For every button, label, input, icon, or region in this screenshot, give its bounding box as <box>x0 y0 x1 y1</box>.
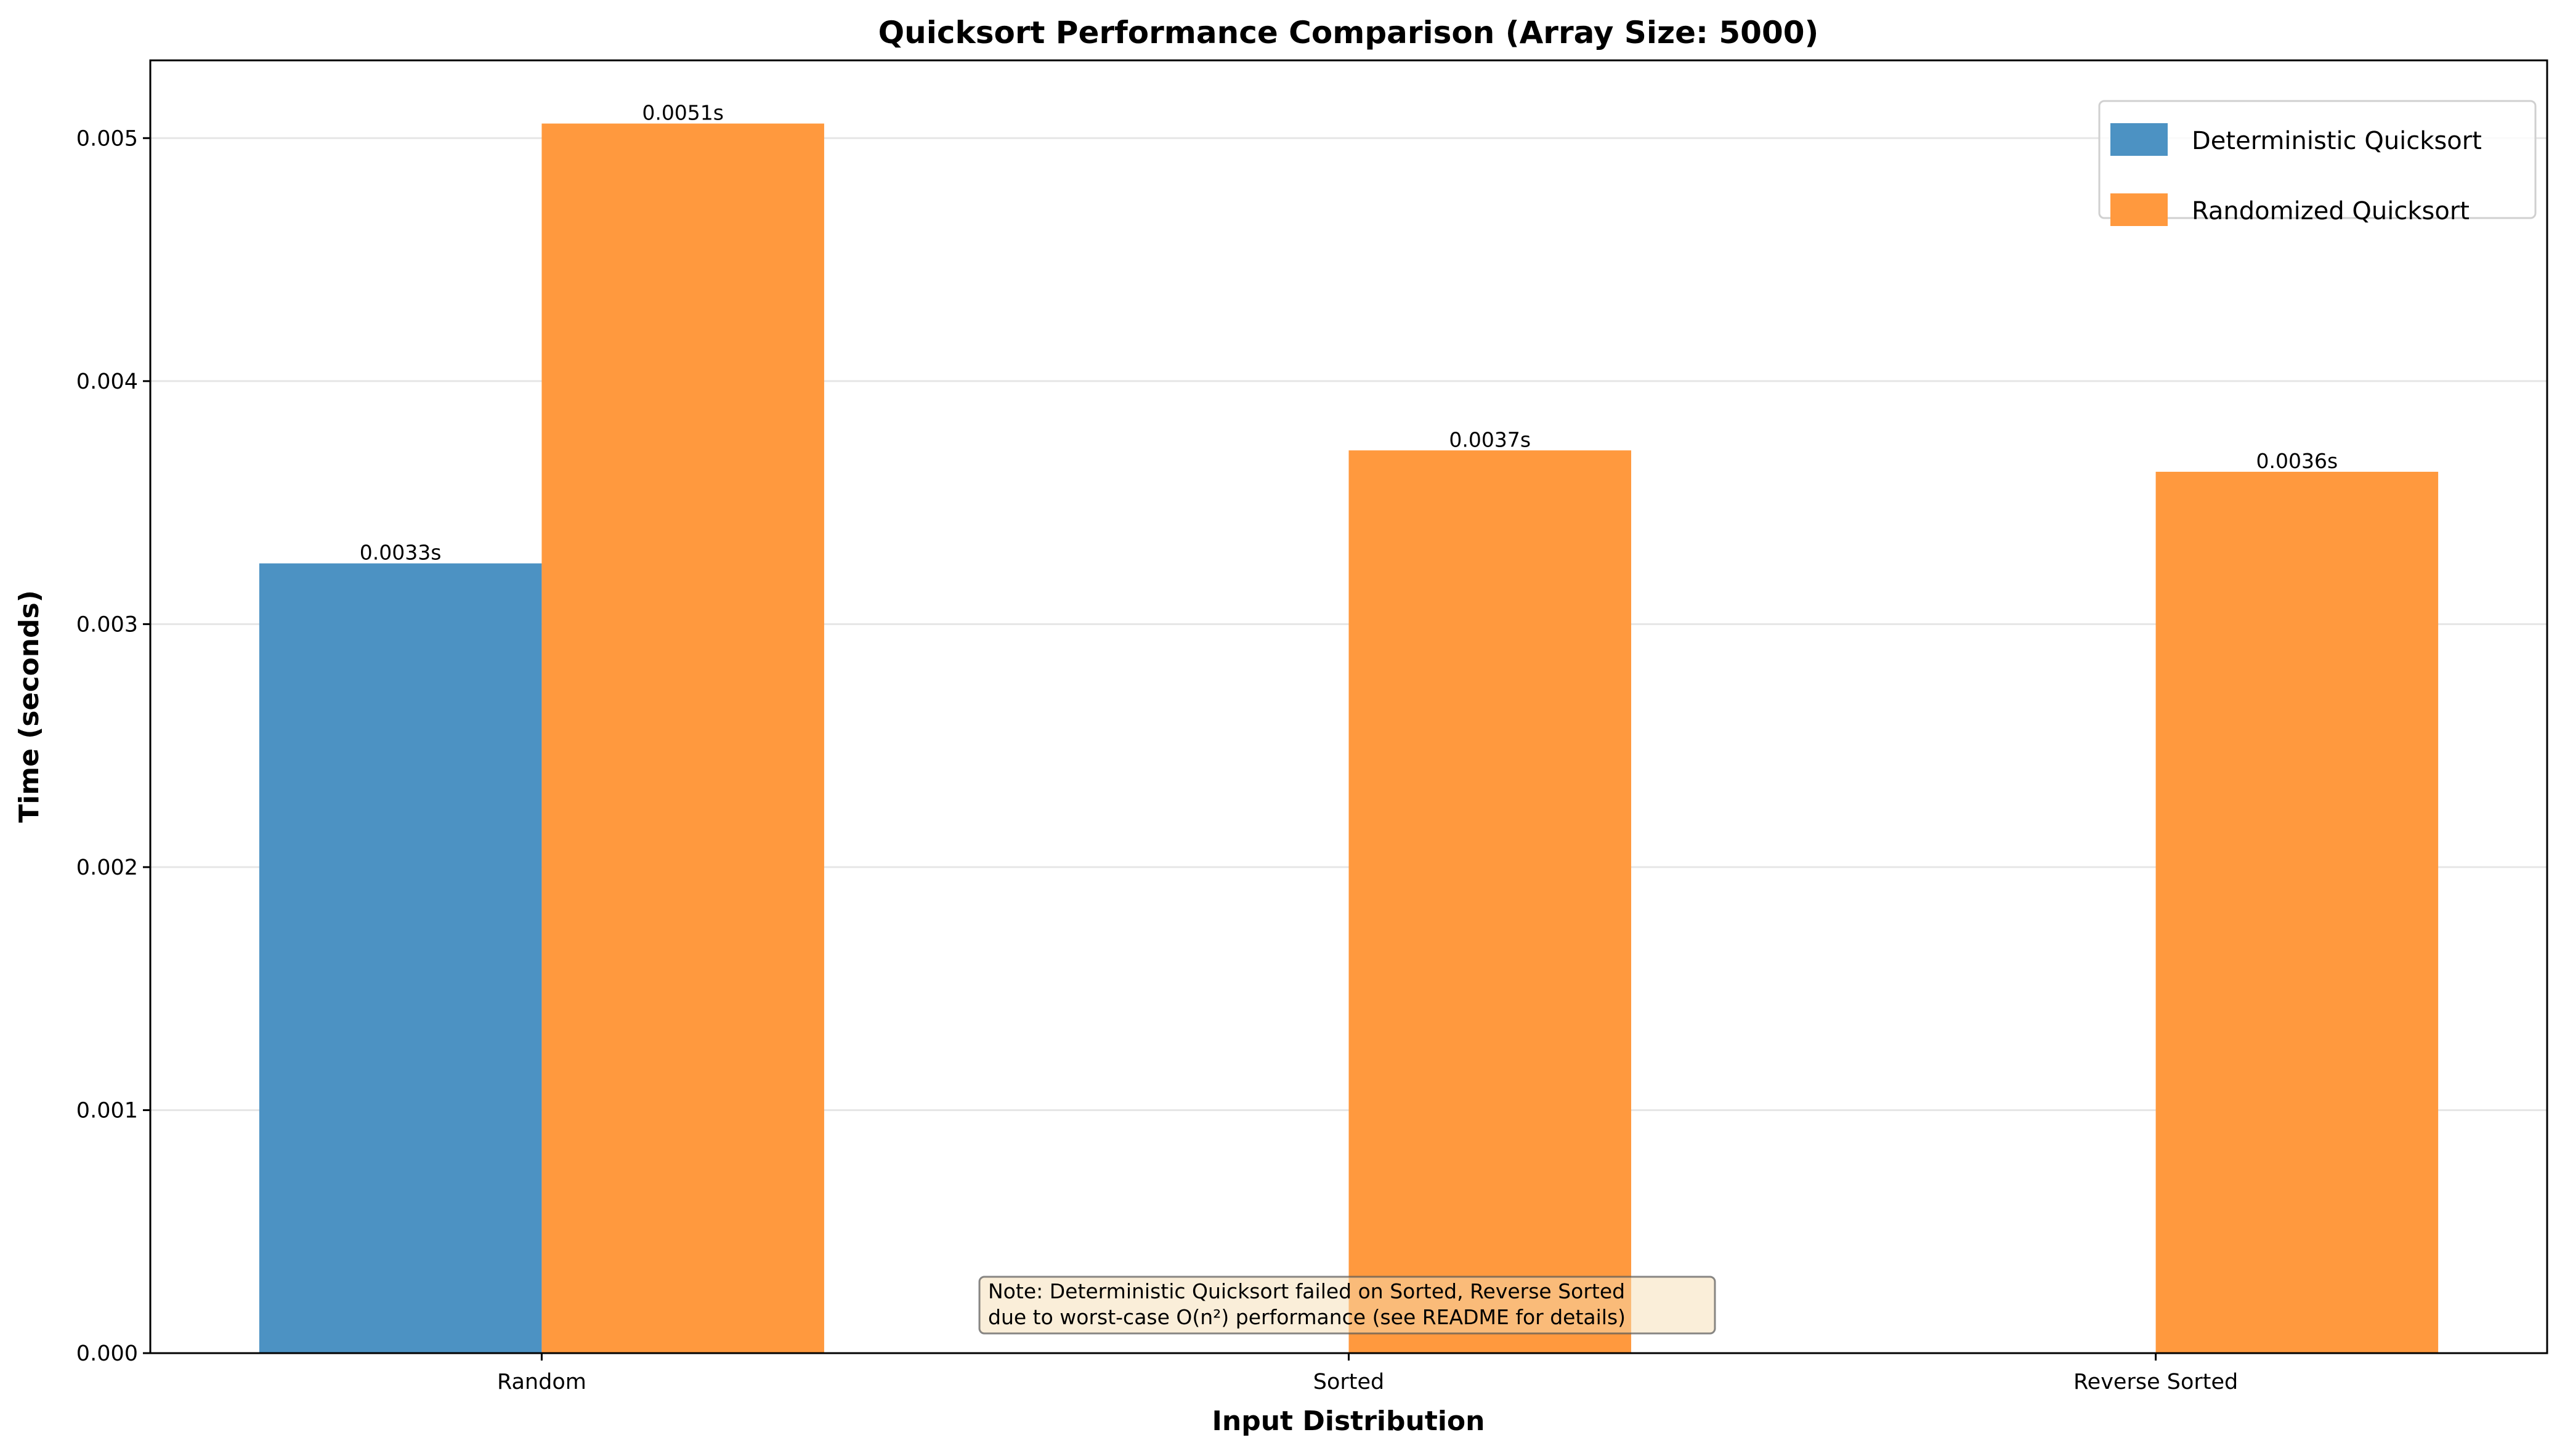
x-tick-label: Reverse Sorted <box>2073 1370 2238 1394</box>
y-tick-label: 0.001 <box>76 1098 138 1123</box>
bar-value-label: 0.0051s <box>642 101 724 125</box>
annotation-box: Note: Deterministic Quicksort failed on … <box>978 1276 1716 1335</box>
y-tick-label: 0.003 <box>76 612 138 637</box>
legend-swatch-randomized <box>2110 193 2168 226</box>
bar-randomized-quicksort <box>2155 471 2439 1354</box>
legend-swatch-deterministic <box>2110 123 2168 156</box>
legend: Deterministic Quicksort Randomized Quick… <box>2098 100 2537 226</box>
legend-label-deterministic: Deterministic Quicksort <box>2192 127 2482 155</box>
bar-deterministic-quicksort <box>259 563 542 1353</box>
bar-value-label: 0.0033s <box>360 541 442 565</box>
y-axis: 0.000 0.001 0.002 0.003 0.004 0.005 <box>76 126 150 1366</box>
bar-randomized-quicksort <box>541 123 824 1353</box>
y-tick-label: 0.004 <box>76 370 138 394</box>
x-tick-label: Random <box>497 1370 586 1394</box>
x-axis-label: Input Distribution <box>1212 1405 1485 1437</box>
y-tick-label: 0.000 <box>76 1341 138 1366</box>
y-tick-label: 0.005 <box>76 126 138 151</box>
y-axis-label: Time (seconds) <box>14 590 45 823</box>
bar-randomized-quicksort <box>1348 450 1632 1353</box>
annotation-line-2: due to worst-case O(n²) performance (see… <box>988 1305 1626 1329</box>
annotation-line-1: Note: Deterministic Quicksort failed on … <box>988 1279 1625 1303</box>
bar-value-label: 0.0037s <box>1449 427 1531 451</box>
bar-value-label: 0.0036s <box>2256 449 2338 473</box>
legend-label-randomized: Randomized Quicksort <box>2192 197 2470 225</box>
x-tick-label: Sorted <box>1313 1370 1385 1394</box>
chart-title: Quicksort Performance Comparison (Array … <box>878 15 1819 51</box>
bars: 0.0033s 0.0051s 0.0037s 0.0036s <box>259 101 2439 1354</box>
x-axis: Random Sorted Reverse Sorted <box>497 1353 2238 1394</box>
y-tick-label: 0.002 <box>76 855 138 880</box>
